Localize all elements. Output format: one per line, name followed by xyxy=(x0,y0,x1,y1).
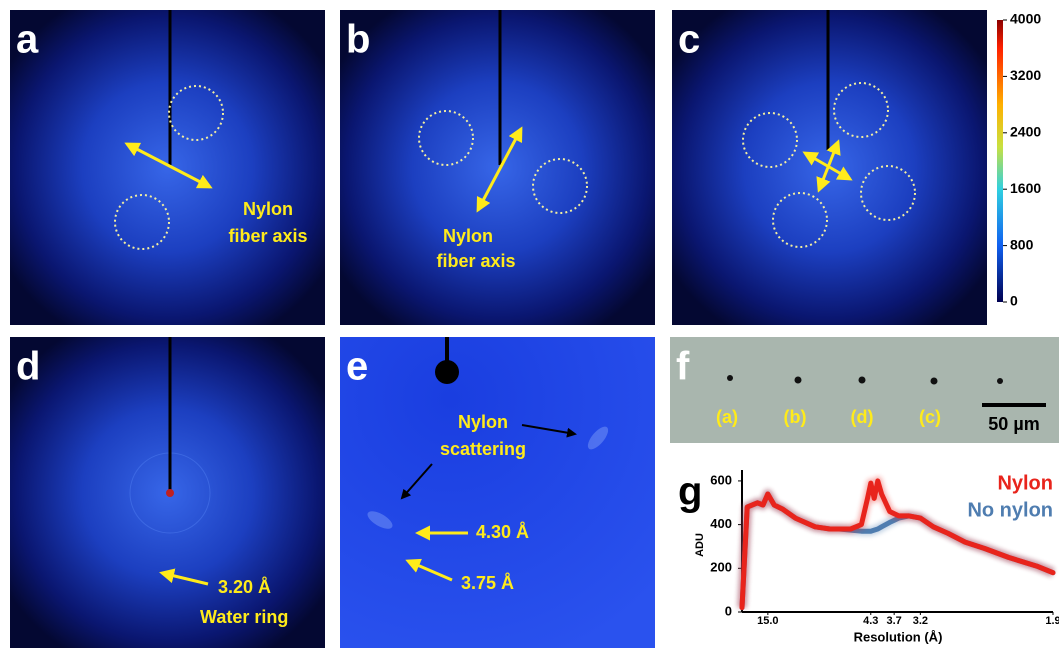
hole xyxy=(795,377,802,384)
panel-f: f (a) (b) (d) (c) 50 µm xyxy=(670,337,1059,443)
panel-label: a xyxy=(16,18,39,62)
y-tick-label: 0 xyxy=(725,603,732,618)
hole xyxy=(727,375,733,381)
detector-image xyxy=(10,10,325,325)
panel-label: c xyxy=(678,18,700,62)
figure: a Nylon fiber axis b Nylon fiber axis c … xyxy=(0,0,1059,648)
x-tick-label: 3.2 xyxy=(913,615,928,627)
annotation: (d) xyxy=(851,407,874,427)
panel-b: b Nylon fiber axis xyxy=(340,10,655,325)
annotation: Water ring xyxy=(200,607,288,627)
annotation: Nylon xyxy=(458,412,508,432)
panel-e: e Nylon scattering 4.30 Å 3.75 Å xyxy=(340,337,655,648)
colorbar-tick-label: 0 xyxy=(1010,293,1018,309)
annotation: (b) xyxy=(784,407,807,427)
x-tick-label: 15.0 xyxy=(757,615,778,627)
y-tick-label: 600 xyxy=(710,472,732,487)
x-axis-label: Resolution (Å) xyxy=(854,629,943,644)
annotation: fiber axis xyxy=(436,251,515,271)
y-tick-label: 400 xyxy=(710,516,732,531)
colorbar: 4000 3200 2400 1600 800 0 xyxy=(997,11,1041,309)
panel-a: a Nylon fiber axis xyxy=(10,10,325,325)
panel-d: d 3.20 Å Water ring xyxy=(10,337,325,648)
panel-label: d xyxy=(16,345,40,389)
beamstop xyxy=(435,360,459,384)
legend-label: No nylon xyxy=(967,499,1053,521)
colorbar-gradient xyxy=(997,20,1003,302)
legend-label: Nylon xyxy=(997,472,1053,494)
y-axis-label: ADU xyxy=(694,533,706,557)
colorbar-tick-label: 4000 xyxy=(1010,11,1041,27)
x-tick-label: 3.7 xyxy=(887,615,902,627)
hole xyxy=(859,377,866,384)
panel-label: f xyxy=(676,345,690,389)
panel-label: e xyxy=(346,345,368,389)
annotation: 3.75 Å xyxy=(461,573,514,593)
beam-center xyxy=(166,489,174,497)
x-tick-label: 1.9 xyxy=(1045,615,1059,627)
chart: g ADU Resolution (Å) 0 200 400 600 15.0 4.3 3.… xyxy=(678,470,1059,645)
scale-label: 50 µm xyxy=(988,414,1039,434)
panel-label: g xyxy=(678,470,702,514)
hole xyxy=(931,378,938,385)
annotation: (c) xyxy=(919,407,941,427)
annotation: (a) xyxy=(716,407,738,427)
colorbar-tick-label: 2400 xyxy=(1010,124,1041,140)
y-tick-label: 200 xyxy=(710,560,732,575)
annotation: 3.20 Å xyxy=(218,577,271,597)
detector-image xyxy=(340,337,655,648)
annotation: Nylon xyxy=(443,226,493,246)
detector-image xyxy=(340,10,655,325)
x-tick-label: 4.3 xyxy=(863,615,878,627)
panel-c: c xyxy=(672,10,987,325)
colorbar-tick-label: 3200 xyxy=(1010,67,1041,83)
annotation: 4.30 Å xyxy=(476,522,529,542)
annotation: scattering xyxy=(440,439,526,459)
panel-label: b xyxy=(346,18,370,62)
annotation: fiber axis xyxy=(228,226,307,246)
colorbar-tick-label: 1600 xyxy=(1010,180,1041,196)
colorbar-tick-label: 800 xyxy=(1010,236,1034,252)
annotation: Nylon xyxy=(243,199,293,219)
hole xyxy=(997,378,1003,384)
